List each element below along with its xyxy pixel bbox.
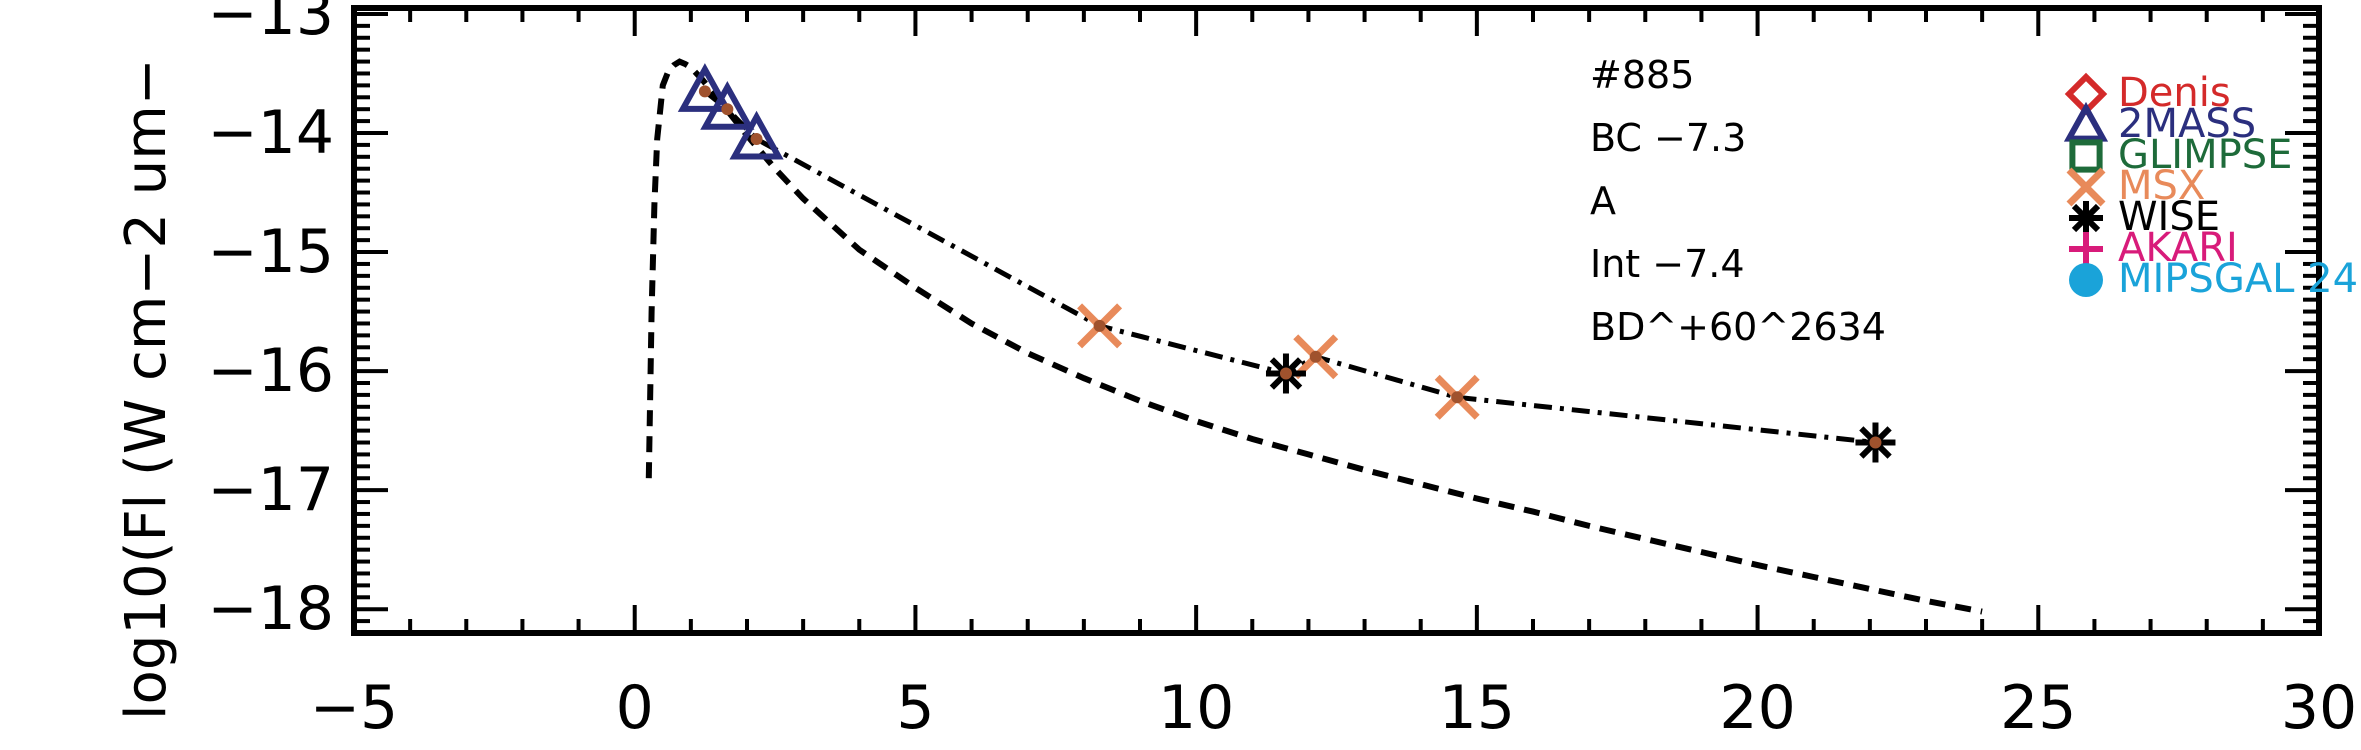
data-point-2mass (729, 110, 784, 160)
x-tick-label: −5 (310, 673, 398, 743)
x-tick-label: 15 (1439, 673, 1515, 743)
data-point-center (1093, 319, 1106, 332)
model-curve (645, 58, 1983, 615)
legend-marker (2063, 101, 2109, 142)
legend-item-glimpse: GLIMPSE (2069, 132, 2292, 178)
legend-marker (2069, 139, 2103, 173)
y-tick-label: −15 (207, 217, 334, 287)
data-point-center (750, 132, 763, 145)
data-point-center (1309, 350, 1322, 363)
legend-item-msx: MSX (2066, 163, 2205, 209)
legend-marker-shape (2069, 139, 2103, 173)
legend-marker-shape (2069, 263, 2103, 297)
data-point-2mass-shape (729, 110, 784, 160)
legend-label: MIPSGAL 24 (2118, 256, 2358, 302)
legend-marker (2069, 263, 2103, 297)
data-point-center (721, 103, 734, 116)
legend-label: Denis (2118, 70, 2231, 116)
legend-marker-stroke (2066, 167, 2106, 207)
y-axis-label: log10(Fl (W cm−2 um− (114, 58, 179, 720)
info-line: BC −7.3 (1590, 116, 1746, 160)
plot-frame (351, 5, 2322, 636)
axis-tick-labels: −5 0 5 10 15 20 25 30 −13 −14 −15 −16 −17 −18 (207, 0, 2357, 743)
y-tick-label: −13 (207, 0, 334, 49)
data-point-2mass-shape (700, 81, 755, 130)
y-tick-label: −18 (207, 574, 334, 644)
x-tick-label: 25 (2000, 673, 2076, 743)
legend-label: AKARI (2118, 225, 2238, 271)
info-block: #885 BC −7.3 A Int −7.4 BD^+60^2634 (1590, 53, 1886, 349)
legend-marker-stroke (2071, 203, 2101, 233)
data-point-center (1279, 367, 1292, 380)
info-line: A (1590, 179, 1616, 223)
legend-label: 2MASS (2118, 101, 2256, 147)
legend-marker (2066, 167, 2106, 207)
x-tick-label: 10 (1158, 673, 1234, 743)
data-point-center (698, 85, 711, 98)
legend-marker-shape (2063, 101, 2109, 142)
data-point-2mass (700, 81, 755, 130)
y-tick-label: −16 (207, 336, 334, 406)
x-tick-label: 0 (616, 673, 654, 743)
info-line: Int −7.4 (1590, 242, 1745, 286)
legend-item-2mass: 2MASS (2063, 101, 2256, 147)
legend-item-denis: Denis (2064, 70, 2231, 116)
data-point-center (1451, 391, 1464, 404)
legend-marker (2069, 232, 2103, 266)
legend-item-akari: AKARI (2069, 225, 2238, 271)
x-tick-label: 30 (2281, 673, 2357, 743)
legend-marker (2069, 201, 2103, 235)
data-point-center (1869, 436, 1882, 449)
y-tick-label: −17 (207, 455, 334, 525)
legend-label: MSX (2118, 163, 2205, 209)
legend-label: GLIMPSE (2118, 132, 2292, 178)
x-tick-label: 20 (1719, 673, 1795, 743)
info-line: BD^+60^2634 (1590, 305, 1886, 349)
axis-ticks (352, 8, 2321, 635)
photometry-fit-line (703, 89, 1876, 445)
info-line: #885 (1590, 53, 1694, 97)
data-point-2mass-shape (677, 63, 732, 112)
data-point-2mass (677, 63, 732, 112)
x-tick-label: 5 (896, 673, 934, 743)
legend-label: WISE (2118, 194, 2220, 240)
y-tick-label: −14 (207, 98, 334, 168)
legend-item-mipsgal-24: MIPSGAL 24 (2069, 256, 2358, 302)
legend-item-wise: WISE (2069, 194, 2220, 240)
data-markers (677, 63, 1896, 463)
